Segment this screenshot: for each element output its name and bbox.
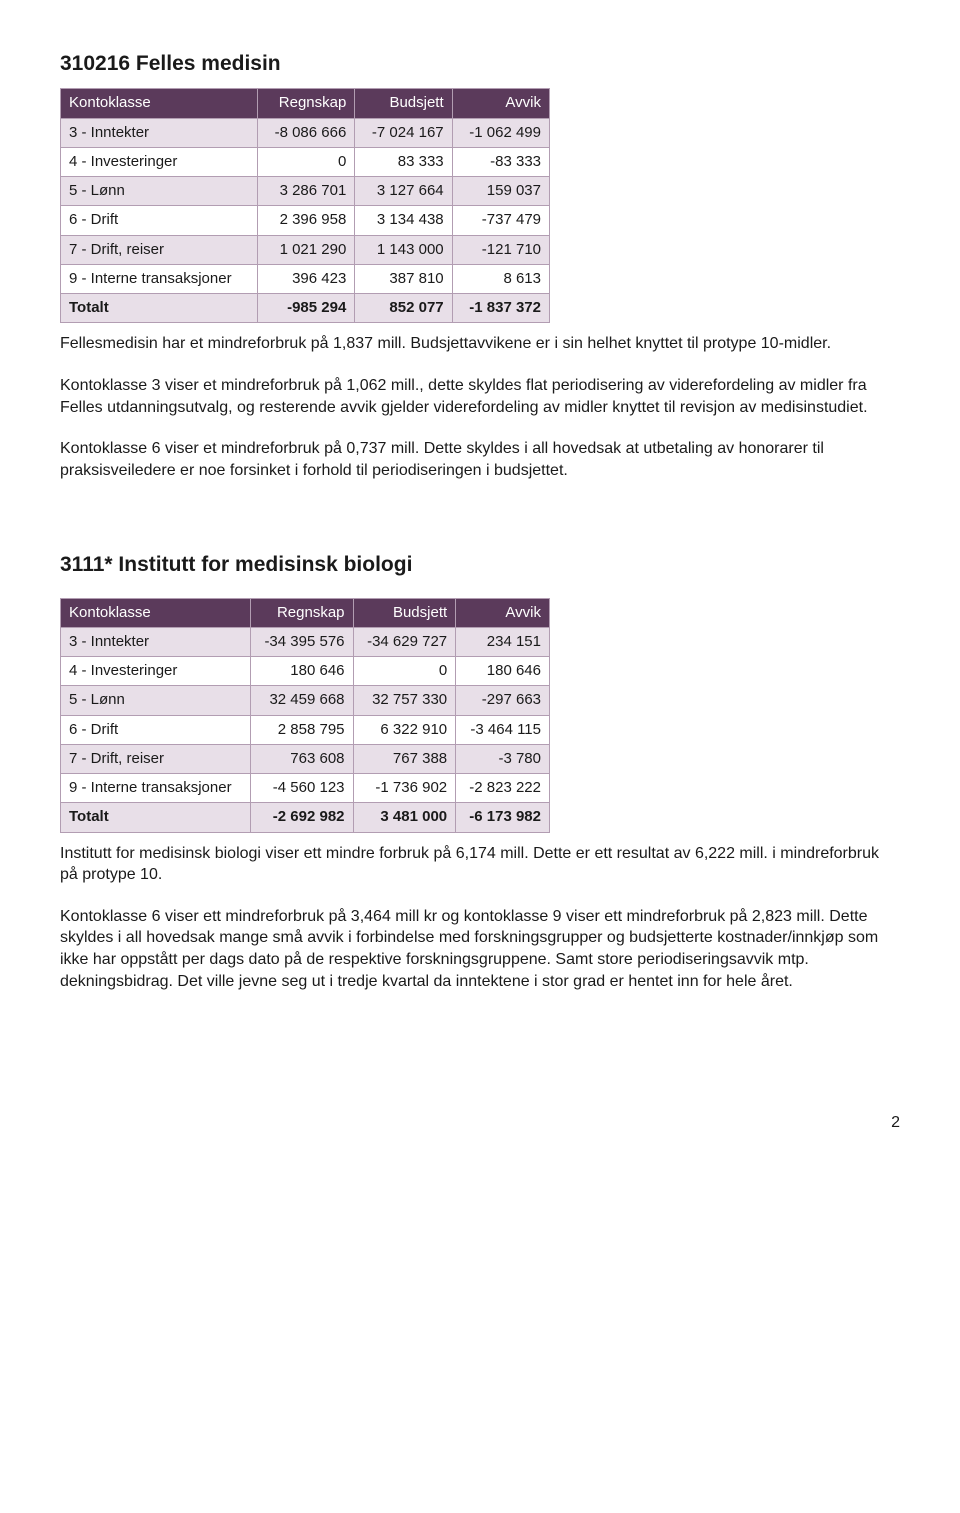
section2-title: 3111* Institutt for medisinsk biologi <box>60 551 900 579</box>
table-cell: -3 464 115 <box>456 715 550 744</box>
section2-text1: Institutt for medisinsk biologi viser et… <box>60 843 900 886</box>
col-avvik: Avvik <box>456 598 550 627</box>
table-cell: 3 481 000 <box>353 803 456 832</box>
table-cell: 4 - Investeringer <box>61 657 251 686</box>
col-budsjett: Budsjett <box>353 598 456 627</box>
table-cell: 767 388 <box>353 744 456 773</box>
table-cell: -121 710 <box>452 235 549 264</box>
table-cell: -34 629 727 <box>353 627 456 656</box>
table-cell: 396 423 <box>257 264 354 293</box>
table-cell: 5 - Lønn <box>61 686 251 715</box>
col-regnskap: Regnskap <box>250 598 353 627</box>
table-row: Totalt-2 692 9823 481 000-6 173 982 <box>61 803 550 832</box>
table-cell: Totalt <box>61 803 251 832</box>
table-cell: 7 - Drift, reiser <box>61 235 258 264</box>
table-cell: 5 - Lønn <box>61 177 258 206</box>
table-cell: -34 395 576 <box>250 627 353 656</box>
table-cell: 8 613 <box>452 264 549 293</box>
table-cell: 3 - Inntekter <box>61 627 251 656</box>
table-cell: -297 663 <box>456 686 550 715</box>
table-cell: -1 062 499 <box>452 118 549 147</box>
table-row: 3 - Inntekter-8 086 666-7 024 167-1 062 … <box>61 118 550 147</box>
col-regnskap: Regnskap <box>257 89 354 118</box>
section2-text2: Kontoklasse 6 viser ett mindreforbruk på… <box>60 906 900 992</box>
table-cell: 3 - Inntekter <box>61 118 258 147</box>
table-cell: 234 151 <box>456 627 550 656</box>
table-row: 7 - Drift, reiser763 608767 388-3 780 <box>61 744 550 773</box>
col-kontoklasse: Kontoklasse <box>61 598 251 627</box>
table-row: 5 - Lønn3 286 7013 127 664159 037 <box>61 177 550 206</box>
table-cell: -3 780 <box>456 744 550 773</box>
table-cell: 6 322 910 <box>353 715 456 744</box>
table-cell: -83 333 <box>452 147 549 176</box>
table-cell: -1 837 372 <box>452 294 549 323</box>
table-row: 7 - Drift, reiser1 021 2901 143 000-121 … <box>61 235 550 264</box>
table-cell: 6 - Drift <box>61 206 258 235</box>
table-cell: 180 646 <box>250 657 353 686</box>
table-row: Totalt-985 294852 077-1 837 372 <box>61 294 550 323</box>
table-cell: -1 736 902 <box>353 774 456 803</box>
table-cell: 180 646 <box>456 657 550 686</box>
table-cell: -737 479 <box>452 206 549 235</box>
table-cell: 0 <box>257 147 354 176</box>
page-number: 2 <box>60 1112 900 1134</box>
table-cell: -4 560 123 <box>250 774 353 803</box>
table-cell: 4 - Investeringer <box>61 147 258 176</box>
section2-table: Kontoklasse Regnskap Budsjett Avvik 3 - … <box>60 598 550 833</box>
table-header-row: Kontoklasse Regnskap Budsjett Avvik <box>61 89 550 118</box>
col-avvik: Avvik <box>452 89 549 118</box>
table-row: 5 - Lønn32 459 66832 757 330-297 663 <box>61 686 550 715</box>
table-cell: 1 021 290 <box>257 235 354 264</box>
table-cell: 387 810 <box>355 264 452 293</box>
table-cell: -2 823 222 <box>456 774 550 803</box>
table-row: 6 - Drift2 858 7956 322 910-3 464 115 <box>61 715 550 744</box>
table-cell: 852 077 <box>355 294 452 323</box>
table-cell: 763 608 <box>250 744 353 773</box>
table-cell: 32 757 330 <box>353 686 456 715</box>
table-cell: 1 143 000 <box>355 235 452 264</box>
section1-title: 310216 Felles medisin <box>60 50 900 78</box>
table-cell: 9 - Interne transaksjoner <box>61 774 251 803</box>
table-cell: 6 - Drift <box>61 715 251 744</box>
table-row: 6 - Drift2 396 9583 134 438-737 479 <box>61 206 550 235</box>
table-row: 9 - Interne transaksjoner396 423387 8108… <box>61 264 550 293</box>
table-cell: -6 173 982 <box>456 803 550 832</box>
section1-text3: Kontoklasse 6 viser et mindreforbruk på … <box>60 438 900 481</box>
table-row: 3 - Inntekter-34 395 576-34 629 727234 1… <box>61 627 550 656</box>
table-cell: Totalt <box>61 294 258 323</box>
table-cell: 3 134 438 <box>355 206 452 235</box>
table-cell: 83 333 <box>355 147 452 176</box>
table-row: 4 - Investeringer180 6460180 646 <box>61 657 550 686</box>
table-cell: 7 - Drift, reiser <box>61 744 251 773</box>
col-budsjett: Budsjett <box>355 89 452 118</box>
table-cell: 3 127 664 <box>355 177 452 206</box>
table-cell: -985 294 <box>257 294 354 323</box>
table-header-row: Kontoklasse Regnskap Budsjett Avvik <box>61 598 550 627</box>
section1-text2: Kontoklasse 3 viser et mindreforbruk på … <box>60 375 900 418</box>
section1-text1: Fellesmedisin har et mindreforbruk på 1,… <box>60 333 900 355</box>
table-cell: 3 286 701 <box>257 177 354 206</box>
table-cell: 2 396 958 <box>257 206 354 235</box>
table-row: 4 - Investeringer083 333-83 333 <box>61 147 550 176</box>
table-cell: 9 - Interne transaksjoner <box>61 264 258 293</box>
table-cell: -2 692 982 <box>250 803 353 832</box>
table-row: 9 - Interne transaksjoner-4 560 123-1 73… <box>61 774 550 803</box>
col-kontoklasse: Kontoklasse <box>61 89 258 118</box>
table-cell: -7 024 167 <box>355 118 452 147</box>
table-cell: 0 <box>353 657 456 686</box>
table-cell: 159 037 <box>452 177 549 206</box>
table-cell: 32 459 668 <box>250 686 353 715</box>
table-cell: 2 858 795 <box>250 715 353 744</box>
section1-table: Kontoklasse Regnskap Budsjett Avvik 3 - … <box>60 88 550 323</box>
table-cell: -8 086 666 <box>257 118 354 147</box>
